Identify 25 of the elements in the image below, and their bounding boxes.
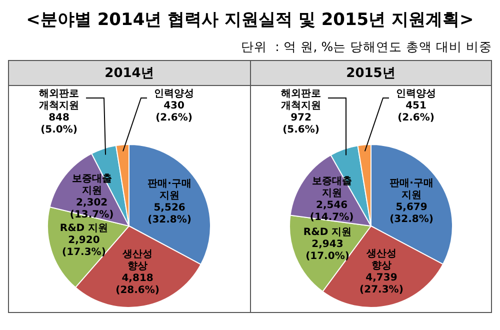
slice-label: 판매·구매 지원 xyxy=(148,178,192,202)
data-label: 2,920 (17.3%) xyxy=(62,234,106,258)
data-label: 5,526 (32.8%) xyxy=(148,202,192,226)
data-label: 972 (5.6%) xyxy=(282,112,320,136)
slice-label: 해외판로 개척지원 xyxy=(39,88,80,112)
slice-label: 해외판로 개척지원 xyxy=(280,88,321,112)
slice-label: 생산성 향상 xyxy=(122,249,153,272)
data-label: 451 (2.6%) xyxy=(397,100,434,124)
data-label: 2,943 (17.0%) xyxy=(305,239,350,262)
slice-label: 인력양성 xyxy=(396,88,436,100)
data-label: 5,679 (32.8%) xyxy=(389,202,434,226)
chart-title: 2015년 xyxy=(250,61,491,86)
data-label: 2,546 (14.7%) xyxy=(310,200,354,224)
slice-label: 판매·구매 지원 xyxy=(389,178,434,202)
slice-label: R&D 지원 xyxy=(60,222,108,234)
slice-label: 인력양성 xyxy=(154,88,194,100)
data-label: 4,818 (28.6%) xyxy=(116,273,160,296)
text: <분야별 2014년 협력사 지원실적 및 2015년 지원계획> xyxy=(25,9,475,31)
slice-label: R&D 지원 xyxy=(303,227,352,238)
data-label: 430 (2.6%) xyxy=(156,100,193,124)
data-label: 848 (5.0%) xyxy=(40,112,78,136)
text: 단위 : 억 원, %는 당해연도 총액 대비 비중 xyxy=(240,39,492,56)
chart-title: 2014년 xyxy=(9,61,250,86)
data-label: 4,739 (27.3%) xyxy=(359,272,404,296)
slice-label: 생산성 향상 xyxy=(365,248,396,272)
